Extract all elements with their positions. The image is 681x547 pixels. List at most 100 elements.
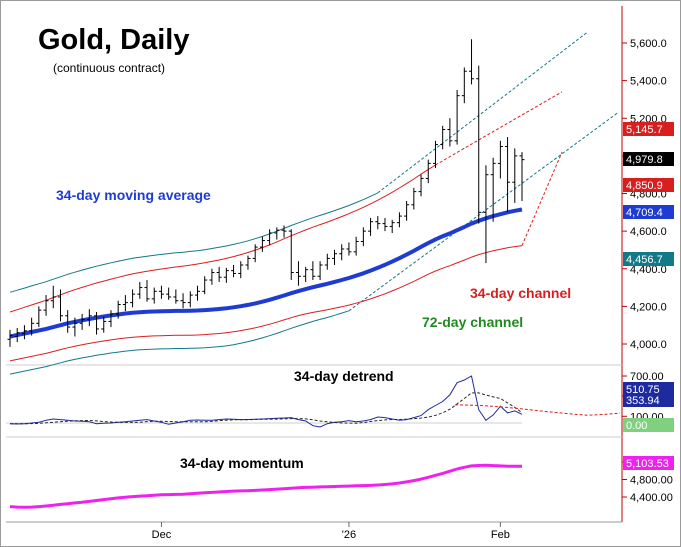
annotation-chan72: 72-day channel xyxy=(422,314,523,330)
price-y-tick-label: 4,400.0 xyxy=(630,264,667,276)
price-bar xyxy=(259,236,265,252)
detrend-value-tag xyxy=(623,382,674,396)
momentum-line xyxy=(9,463,522,509)
price-y-tick-label: 5,600.0 xyxy=(630,38,667,50)
price-bar xyxy=(490,157,496,222)
detrend-average-line xyxy=(9,392,523,425)
price-bar xyxy=(360,227,366,247)
price-bars xyxy=(7,39,525,347)
price-bar xyxy=(432,140,438,169)
price-bar xyxy=(14,328,20,343)
price-value-tag-label: 4,456.7 xyxy=(626,254,663,266)
price-bar xyxy=(281,225,287,238)
price-bar xyxy=(454,90,460,145)
detrend-y-tick-label: 700.00 xyxy=(630,371,664,383)
price-bar xyxy=(418,174,424,197)
momentum-y-tick-label: 4,800.00 xyxy=(630,475,673,487)
moving-average-line xyxy=(9,207,523,339)
price-bar xyxy=(310,261,316,281)
price-bar xyxy=(274,227,280,240)
channel-72-upper-projection xyxy=(377,31,589,194)
price-bar xyxy=(339,244,345,261)
price-bar xyxy=(151,287,157,304)
price-bar xyxy=(101,316,107,333)
price-bar xyxy=(353,236,359,256)
channel-72-lower xyxy=(9,310,350,375)
x-tick-label: '26 xyxy=(342,529,356,541)
momentum-panel xyxy=(9,463,522,509)
annotation-ma34: 34-day moving average xyxy=(56,187,211,203)
channel-72-upper xyxy=(9,192,379,293)
price-bar xyxy=(216,266,222,282)
price-bar xyxy=(50,285,56,309)
price-bar xyxy=(166,287,172,300)
price-bar xyxy=(252,244,258,263)
annotation-detrend: 34-day detrend xyxy=(294,368,394,384)
price-bar xyxy=(497,140,503,179)
detrend-value-tag-label: 0.00 xyxy=(626,420,647,432)
price-bar xyxy=(245,255,251,270)
channel-72-lower-projection xyxy=(348,112,619,312)
price-y-tick-label: 4,200.0 xyxy=(630,301,667,313)
detrend-panel xyxy=(9,375,621,428)
price-bar xyxy=(375,216,381,230)
price-bar xyxy=(202,276,208,295)
price-bar xyxy=(295,261,301,286)
price-bar xyxy=(223,267,229,283)
channel-34-day xyxy=(9,91,563,362)
price-bar xyxy=(122,295,128,312)
price-bar xyxy=(79,313,85,330)
price-bar xyxy=(65,310,71,333)
price-bar xyxy=(194,285,200,301)
price-bar xyxy=(447,118,453,147)
price-bar xyxy=(346,242,352,256)
price-bar xyxy=(180,293,186,309)
x-tick-label: Feb xyxy=(491,529,510,541)
price-bar xyxy=(209,268,215,285)
price-bar xyxy=(317,261,323,281)
momentum-value-tag xyxy=(623,456,674,470)
price-bar xyxy=(187,291,193,308)
price-bar xyxy=(29,317,35,336)
price-y-tick-label: 4,000.0 xyxy=(630,339,667,351)
price-value-tag-label: 4,709.4 xyxy=(626,207,663,219)
price-bar xyxy=(332,249,338,265)
value-tags: 5,145.74,979.84,850.94,709.44,456.7510.7… xyxy=(623,122,674,470)
price-y-tick-label: 4,600.0 xyxy=(630,226,667,238)
momentum-y-tick-label: 4,400.00 xyxy=(630,492,673,504)
price-bar xyxy=(483,165,489,264)
price-bar xyxy=(461,67,467,104)
price-value-tag-label: 5,145.7 xyxy=(626,124,663,136)
x-tick-label: Dec xyxy=(152,529,172,541)
price-bar xyxy=(440,125,446,150)
channel-34-upper xyxy=(9,164,436,313)
price-bar xyxy=(512,148,518,203)
detrend-value-tag xyxy=(623,393,674,407)
x-axis-ticks: Dec '26 Feb xyxy=(152,522,510,541)
detrend-value-tag-label: 353.94 xyxy=(626,395,660,407)
moving-average-34-day xyxy=(9,207,523,339)
price-bar xyxy=(130,289,136,308)
channel-34-lower xyxy=(9,245,523,362)
price-bar xyxy=(43,295,49,316)
chart-subtitle: (continuous contract) xyxy=(53,61,165,75)
price-bar xyxy=(368,217,374,236)
price-bar xyxy=(36,306,42,328)
price-bar xyxy=(303,266,309,282)
price-bar xyxy=(137,281,143,299)
price-bar xyxy=(411,187,417,210)
price-bar xyxy=(7,329,13,347)
price-bar xyxy=(425,159,431,184)
price-bar xyxy=(94,312,100,335)
momentum-value-tag-label: 5,103.53 xyxy=(626,458,669,470)
chart-title: Gold, Daily xyxy=(38,24,189,56)
price-bar xyxy=(267,229,273,246)
price-value-tag xyxy=(623,205,674,219)
price-value-tag xyxy=(623,152,674,166)
price-bar xyxy=(72,317,78,337)
price-bar xyxy=(86,309,92,327)
price-bar xyxy=(173,289,179,304)
channel-72-day xyxy=(9,31,619,375)
